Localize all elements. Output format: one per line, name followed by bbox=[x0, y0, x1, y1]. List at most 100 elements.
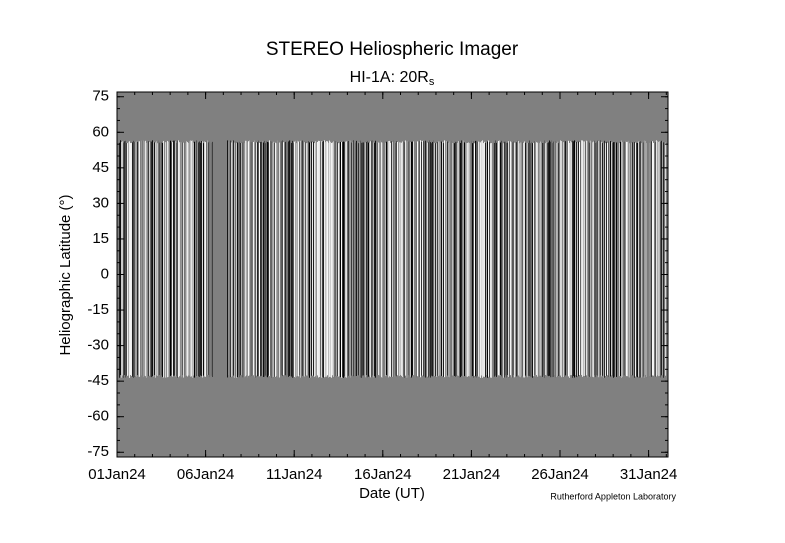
image-streak bbox=[508, 141, 509, 377]
image-streak bbox=[231, 142, 232, 377]
image-streak bbox=[294, 141, 295, 378]
image-streak bbox=[509, 141, 510, 378]
image-streak bbox=[385, 142, 386, 377]
image-streak bbox=[184, 142, 185, 376]
image-streak bbox=[485, 142, 486, 378]
image-streak bbox=[631, 142, 632, 375]
image-streak bbox=[593, 141, 594, 378]
image-streak bbox=[129, 141, 130, 378]
image-streak bbox=[308, 141, 309, 376]
image-streak bbox=[147, 142, 148, 377]
image-streak bbox=[344, 141, 345, 377]
image-streak bbox=[329, 140, 330, 377]
image-streak bbox=[182, 142, 183, 375]
image-streak bbox=[374, 142, 375, 377]
image-streak bbox=[457, 142, 458, 376]
image-streak bbox=[443, 143, 444, 377]
image-streak bbox=[421, 141, 422, 376]
image-streak bbox=[414, 141, 415, 376]
image-streak bbox=[635, 142, 636, 377]
image-streak bbox=[196, 140, 197, 377]
image-streak bbox=[641, 143, 642, 378]
image-streak bbox=[619, 143, 620, 377]
image-streak bbox=[161, 142, 162, 376]
image-streak bbox=[493, 140, 494, 377]
image-streak bbox=[142, 140, 143, 376]
image-streak bbox=[605, 143, 606, 377]
image-streak bbox=[572, 140, 573, 378]
image-streak bbox=[477, 141, 478, 377]
image-streak bbox=[506, 142, 507, 378]
image-streak bbox=[177, 140, 178, 378]
image-streak bbox=[453, 140, 454, 376]
image-streak bbox=[498, 140, 499, 376]
image-streak bbox=[525, 142, 526, 376]
image-streak bbox=[464, 142, 465, 377]
image-streak bbox=[238, 142, 239, 376]
x-tick-label: 21Jan24 bbox=[443, 466, 501, 483]
image-streak bbox=[260, 141, 261, 377]
image-streak bbox=[335, 141, 336, 376]
image-streak bbox=[629, 143, 630, 378]
image-streak bbox=[510, 141, 511, 376]
image-streak bbox=[384, 141, 385, 378]
image-streak bbox=[475, 140, 476, 377]
image-streak bbox=[459, 140, 460, 378]
image-streak bbox=[440, 142, 441, 376]
image-streak bbox=[533, 142, 534, 377]
image-streak bbox=[252, 141, 253, 376]
image-streak bbox=[502, 141, 503, 378]
image-streak bbox=[405, 140, 406, 376]
image-streak bbox=[210, 142, 211, 377]
image-streak bbox=[636, 142, 637, 377]
image-streak bbox=[208, 142, 209, 375]
image-streak bbox=[138, 140, 139, 377]
image-streak bbox=[173, 140, 174, 376]
image-streak bbox=[125, 140, 126, 378]
image-streak bbox=[187, 142, 188, 377]
image-streak bbox=[564, 140, 565, 378]
image-streak bbox=[653, 142, 654, 376]
image-streak bbox=[658, 141, 659, 377]
image-streak bbox=[326, 140, 327, 377]
image-streak bbox=[310, 142, 311, 378]
image-streak bbox=[127, 143, 128, 376]
image-streak bbox=[128, 141, 129, 376]
image-streak bbox=[406, 141, 407, 378]
image-streak bbox=[560, 140, 561, 376]
image-streak bbox=[364, 141, 365, 377]
y-tick-label: 60 bbox=[92, 123, 109, 140]
image-streak bbox=[375, 140, 376, 378]
image-streak bbox=[512, 142, 513, 378]
image-streak bbox=[245, 140, 246, 377]
image-streak bbox=[424, 141, 425, 378]
image-streak bbox=[577, 142, 578, 376]
image-streak bbox=[357, 141, 358, 377]
y-tick-label: -60 bbox=[87, 408, 109, 425]
image-streak bbox=[318, 140, 319, 378]
image-streak bbox=[555, 140, 556, 378]
image-streak bbox=[507, 142, 508, 375]
image-streak bbox=[438, 141, 439, 377]
image-streak bbox=[267, 141, 268, 378]
y-axis-label: Heliographic Latitude (°) bbox=[57, 194, 74, 355]
image-streak bbox=[168, 141, 169, 378]
image-streak bbox=[652, 141, 653, 376]
image-streak bbox=[356, 140, 357, 376]
image-streak bbox=[399, 142, 400, 376]
image-streak bbox=[149, 141, 150, 376]
image-streak bbox=[246, 140, 247, 376]
image-streak bbox=[573, 141, 574, 377]
image-streak bbox=[273, 141, 274, 377]
image-streak bbox=[207, 140, 208, 375]
y-tick-label: 0 bbox=[101, 265, 109, 282]
image-streak bbox=[162, 142, 163, 377]
image-streak bbox=[623, 142, 624, 376]
image-streak bbox=[229, 142, 230, 376]
image-streak bbox=[378, 142, 379, 376]
image-streak bbox=[389, 140, 390, 377]
image-streak bbox=[649, 142, 650, 377]
image-streak bbox=[263, 142, 264, 377]
image-streak bbox=[648, 140, 649, 378]
image-streak bbox=[596, 142, 597, 376]
